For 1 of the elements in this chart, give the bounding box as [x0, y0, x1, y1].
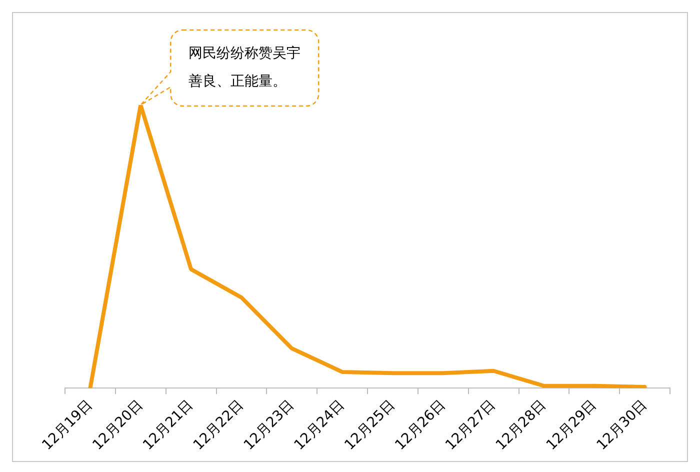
- text: 网民纷纷称赞吴宇善良、正能量。: [188, 46, 301, 90]
